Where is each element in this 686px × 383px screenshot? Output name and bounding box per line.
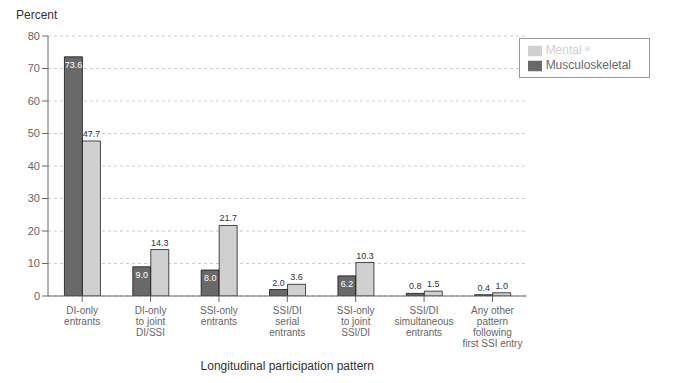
- svg-text:SSI-onlyentrants: SSI-onlyentrants: [200, 305, 238, 327]
- svg-text:6.2: 6.2: [341, 279, 354, 289]
- html-text:Mental ᵃ: Mental ᵃ: [545, 43, 590, 57]
- svg-text:Longitudinal participation pat: Longitudinal participation pattern: [201, 359, 374, 373]
- svg-text:60: 60: [28, 95, 40, 107]
- svg-text:10: 10: [28, 257, 40, 269]
- svg-text:1.5: 1.5: [427, 279, 440, 289]
- svg-text:0: 0: [34, 290, 40, 302]
- svg-text:80: 80: [28, 30, 40, 42]
- svg-text:20: 20: [28, 225, 40, 237]
- svg-text:2.0: 2.0: [272, 278, 285, 288]
- svg-text:DI-onlyentrants: DI-onlyentrants: [64, 305, 100, 327]
- svg-text:70: 70: [28, 62, 40, 74]
- svg-text:DI-onlyto jointDI/SSI: DI-onlyto jointDI/SSI: [135, 305, 167, 338]
- svg-text:8.0: 8.0: [204, 273, 217, 283]
- svg-text:SSI-onlyto jointSSI/DI: SSI-onlyto jointSSI/DI: [337, 305, 375, 338]
- svg-text:30: 30: [28, 192, 40, 204]
- svg-text:0.8: 0.8: [409, 281, 422, 291]
- svg-text:9.0: 9.0: [136, 270, 149, 280]
- svg-text:SSI/DIsimultaneousentrants: SSI/DIsimultaneousentrants: [395, 305, 454, 338]
- svg-text:73.6: 73.6: [65, 60, 83, 70]
- svg-text:Any otherpatternfollowingfirst: Any otherpatternfollowingfirst SSI entry: [462, 305, 522, 349]
- html-text:Percent: Percent: [16, 8, 58, 22]
- svg-text:3.6: 3.6: [290, 272, 303, 282]
- svg-text:14.3: 14.3: [151, 238, 169, 248]
- svg-text:0.4: 0.4: [477, 283, 490, 293]
- html-text:Musculoskeletal: Musculoskeletal: [545, 57, 631, 72]
- svg-text:47.7: 47.7: [83, 129, 101, 139]
- svg-text:50: 50: [28, 127, 40, 139]
- svg-text:40: 40: [28, 160, 40, 172]
- svg-text:1.0: 1.0: [495, 281, 508, 291]
- svg-text:21.7: 21.7: [219, 213, 237, 223]
- svg-text:SSI/DIserialentrants: SSI/DIserialentrants: [269, 305, 305, 338]
- svg-text:10.3: 10.3: [356, 251, 374, 261]
